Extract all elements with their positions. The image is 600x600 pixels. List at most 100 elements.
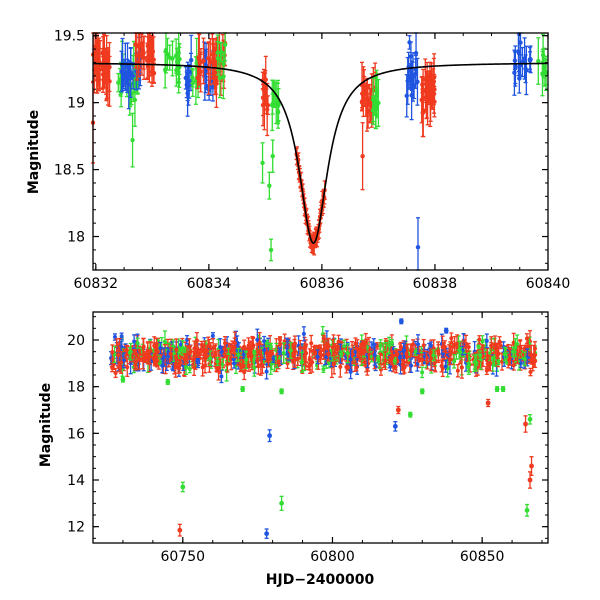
data-point-red — [367, 83, 373, 123]
data-point-green — [268, 342, 273, 350]
data-point-red — [326, 346, 331, 362]
data-point-red — [495, 343, 500, 360]
data-point-green — [522, 351, 527, 367]
data-point-green — [370, 95, 376, 125]
data-point-blue — [186, 66, 191, 106]
bottom-ytick-label: 14 — [67, 473, 85, 489]
data-point-outlier-red — [523, 415, 528, 433]
data-point-red — [387, 355, 392, 364]
data-point-red — [107, 55, 112, 107]
data-point-green — [420, 366, 425, 379]
data-point-blue — [512, 49, 517, 96]
data-point-green — [264, 339, 269, 348]
data-point-red — [448, 354, 453, 366]
data-point-blue — [522, 37, 527, 80]
bottom-ytick-label: 18 — [67, 380, 85, 396]
data-point-red — [206, 42, 211, 75]
data-point-red — [143, 351, 148, 360]
data-point-green — [431, 349, 436, 362]
bottom-panel: 60750 60800 60850 12 14 16 18 20 Magnitude HJD−… — [38, 311, 549, 588]
data-point-blue — [518, 358, 523, 369]
data-point-outlier-blue — [264, 528, 270, 539]
data-point-outlier-green — [240, 386, 246, 392]
data-point-green — [457, 340, 462, 360]
data-point-blue — [277, 347, 282, 356]
data-point-red — [420, 353, 425, 366]
data-point-red — [465, 350, 470, 363]
data-point-green — [536, 37, 541, 85]
data-point-outlier-green — [279, 495, 284, 511]
data-point-red — [255, 354, 260, 368]
data-point-red — [383, 351, 388, 371]
data-point-red — [168, 347, 173, 361]
top-xtick-label: 60840 — [526, 276, 571, 292]
data-point-red — [429, 348, 434, 372]
data-point-blue — [415, 334, 420, 355]
data-point-blue — [409, 358, 414, 374]
data-point-red — [330, 338, 335, 357]
data-point-red — [528, 367, 533, 377]
data-point-green — [392, 357, 397, 365]
data-point-blue — [415, 57, 420, 106]
data-point-red — [432, 85, 437, 118]
data-point-outlier-blue — [398, 318, 404, 325]
top-ytick-label: 19.5 — [54, 29, 85, 45]
data-point-red — [404, 344, 409, 363]
data-point-red — [141, 35, 147, 80]
data-point-red — [155, 355, 160, 366]
data-point-red — [493, 335, 498, 355]
data-point-red — [119, 351, 124, 374]
x-axis-label: HJD−2400000 — [266, 572, 375, 588]
top-xtick-label: 60838 — [413, 276, 458, 292]
data-point-red — [95, 44, 100, 82]
bottom-xtick-label: 60800 — [310, 549, 355, 565]
data-point-green — [510, 346, 515, 358]
data-point-outlier-red — [395, 405, 401, 415]
data-point-red — [427, 61, 433, 100]
data-point-outlier-red — [360, 122, 365, 191]
data-point-outlier-green — [419, 388, 425, 395]
bottom-ytick-label: 16 — [67, 426, 85, 442]
data-point-outlier-green — [500, 386, 506, 392]
data-point-green — [478, 350, 483, 361]
data-point-green — [472, 354, 477, 370]
bottom-y-axis-label: Magnitude — [38, 383, 54, 467]
data-point-green — [215, 40, 221, 76]
data-point-outlier-green — [407, 411, 413, 418]
data-point-blue — [160, 358, 165, 374]
data-point-red — [354, 363, 359, 372]
data-point-green — [244, 350, 249, 370]
data-point-red — [436, 344, 441, 364]
bottom-panel-frame — [92, 311, 549, 544]
data-point-green — [378, 339, 383, 353]
data-point-outlier-green — [527, 414, 533, 425]
data-point-green — [221, 51, 226, 77]
data-point-red — [304, 343, 309, 363]
data-point-red — [360, 81, 366, 107]
data-point-red — [507, 353, 512, 366]
data-point-red — [321, 334, 326, 343]
top-y-axis-label: Magnitude — [26, 110, 42, 194]
data-point-red — [262, 78, 267, 131]
data-point-red — [529, 344, 534, 365]
data-point-red — [110, 344, 115, 360]
data-point-outlier-green — [260, 142, 265, 184]
data-point-red — [147, 349, 152, 365]
data-point-red — [192, 340, 197, 357]
data-point-red — [110, 363, 115, 373]
data-point-red — [173, 354, 178, 378]
data-point-blue — [398, 355, 403, 375]
data-point-outlier-blue — [443, 327, 449, 334]
data-point-outlier-red — [485, 398, 491, 408]
data-point-outlier-green — [279, 388, 284, 395]
data-point-green — [369, 351, 374, 363]
data-point-blue — [348, 348, 353, 371]
data-point-blue — [158, 341, 163, 355]
data-point-red — [450, 340, 455, 353]
data-point-red — [425, 75, 431, 106]
data-point-green — [116, 72, 121, 93]
data-point-red — [455, 364, 460, 378]
data-point-red — [195, 348, 200, 359]
data-point-red — [249, 347, 254, 365]
data-point-red — [308, 356, 313, 374]
